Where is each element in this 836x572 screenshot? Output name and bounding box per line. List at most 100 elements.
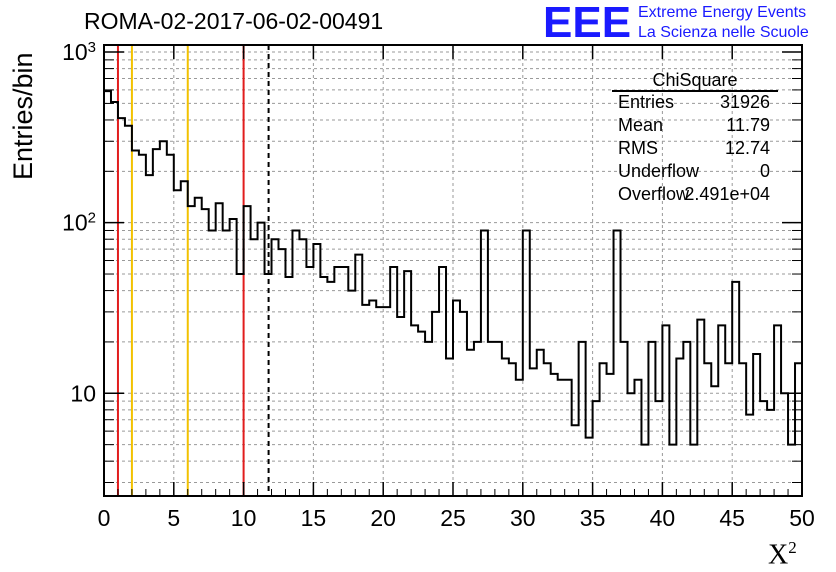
- histogram-bin: [369, 300, 376, 496]
- histogram-bin: [537, 350, 544, 496]
- histogram-bin: [209, 230, 216, 496]
- histogram-bin: [739, 363, 746, 496]
- histogram-bin: [774, 325, 781, 496]
- histogram-bin: [579, 342, 586, 496]
- histogram-bin: [795, 363, 802, 496]
- histogram-bin: [272, 239, 279, 496]
- stats-row: Entries 31926: [612, 92, 778, 115]
- stats-value: 12.74: [724, 138, 770, 158]
- histogram-bin: [711, 386, 718, 496]
- histogram-bin: [690, 445, 697, 496]
- histogram-bin: [676, 358, 683, 496]
- x-tick-label: 45: [719, 505, 745, 531]
- stats-row: Underflow 0: [612, 161, 778, 184]
- histogram-bin: [306, 267, 313, 496]
- histogram-bin: [188, 206, 195, 496]
- histogram-bin: [341, 267, 348, 496]
- histogram-bin: [376, 307, 383, 496]
- histogram-bin: [746, 415, 753, 496]
- histogram-bin: [732, 282, 739, 496]
- histogram-bin: [132, 150, 139, 496]
- histogram-bin: [593, 401, 600, 496]
- histogram-bin: [237, 274, 244, 496]
- x-tick-label: 40: [650, 505, 676, 531]
- histogram-bin: [397, 317, 404, 496]
- histogram-bin: [174, 190, 181, 496]
- histogram-bin: [160, 141, 167, 496]
- histogram-bin: [418, 332, 425, 496]
- histogram-bin: [258, 223, 265, 496]
- histogram-bin: [634, 380, 641, 496]
- histogram-bin: [565, 380, 572, 496]
- x-tick-label: 10: [231, 505, 257, 531]
- histogram-bin: [411, 325, 418, 496]
- histogram-bin: [244, 206, 251, 496]
- stats-row: Overflow 2.491e+04: [612, 184, 778, 207]
- histogram-bin: [251, 239, 258, 496]
- histogram-bin: [753, 354, 760, 496]
- stats-key: Overflow: [618, 184, 690, 204]
- histogram-bin: [551, 374, 558, 496]
- stats-box: ChiSquare Entries 31926 Mean 11.79 RMS 12.74 U…: [612, 70, 778, 207]
- histogram-bin: [139, 155, 146, 496]
- histogram-bin: [648, 342, 655, 496]
- histogram-bin: [223, 230, 230, 496]
- stats-value: 11.79: [726, 115, 770, 135]
- histogram-bin: [607, 374, 614, 496]
- histogram-bin: [516, 380, 523, 496]
- histogram-bin: [202, 209, 209, 496]
- histogram-outline: [104, 90, 802, 446]
- histogram-bin: [572, 425, 579, 496]
- x-tick-label: 50: [789, 505, 815, 531]
- stats-key: Entries: [618, 92, 675, 112]
- histogram-bin: [104, 91, 111, 496]
- histogram-bin: [760, 401, 767, 496]
- stats-key: Mean: [618, 115, 664, 135]
- stats-row: Mean 11.79: [612, 115, 778, 138]
- histogram-bin: [195, 198, 202, 496]
- histogram-bin: [111, 102, 118, 496]
- histogram-bin: [216, 203, 223, 496]
- y-tick-label: 10: [70, 380, 96, 406]
- histogram-bin: [320, 277, 327, 496]
- histogram-bin: [467, 350, 474, 496]
- x-tick-label: 15: [301, 505, 327, 531]
- histogram-bin: [146, 175, 153, 496]
- y-tick-label: 103: [62, 39, 96, 65]
- histogram-bin: [425, 342, 432, 496]
- eee-logo: EEE Extreme Energy Events La Scienza nel…: [543, 0, 833, 47]
- logo-line-1: Extreme Energy Events: [638, 4, 807, 21]
- histogram-bin: [153, 149, 160, 496]
- logo-line-2: La Scienza nelle Scuole: [638, 24, 809, 41]
- stats-key: RMS: [618, 138, 658, 158]
- histogram-bin: [621, 342, 628, 496]
- x-tick-label: 20: [370, 505, 396, 531]
- histogram-bin: [558, 380, 565, 496]
- x-axis-label: X2: [768, 538, 797, 571]
- histogram-bin: [669, 445, 676, 496]
- stats-value: 0: [759, 161, 770, 181]
- histogram-bin: [313, 244, 320, 496]
- histogram-bin: [390, 267, 397, 496]
- histogram-bin: [404, 271, 411, 496]
- histogram-bin: [362, 305, 369, 496]
- histogram-bin: [453, 300, 460, 496]
- x-tick-label: 30: [510, 505, 536, 531]
- stats-divider: [612, 90, 778, 92]
- histogram-bin: [628, 393, 635, 496]
- stats-title: ChiSquare: [652, 70, 738, 90]
- histogram-bin: [523, 230, 530, 496]
- histogram-bin: [509, 363, 516, 496]
- histogram-bin: [586, 438, 593, 496]
- histogram-bin: [181, 181, 188, 496]
- histogram-bin: [292, 230, 299, 496]
- histogram-bin: [355, 255, 362, 496]
- histogram-bin: [118, 118, 125, 496]
- histogram-bin: [641, 445, 648, 496]
- histogram-bin: [439, 267, 446, 496]
- histogram-bin: [788, 445, 795, 496]
- histogram-bin: [781, 393, 788, 496]
- stats-key: Underflow: [618, 161, 700, 181]
- histogram-bin: [460, 312, 467, 496]
- histogram-bin: [125, 126, 132, 496]
